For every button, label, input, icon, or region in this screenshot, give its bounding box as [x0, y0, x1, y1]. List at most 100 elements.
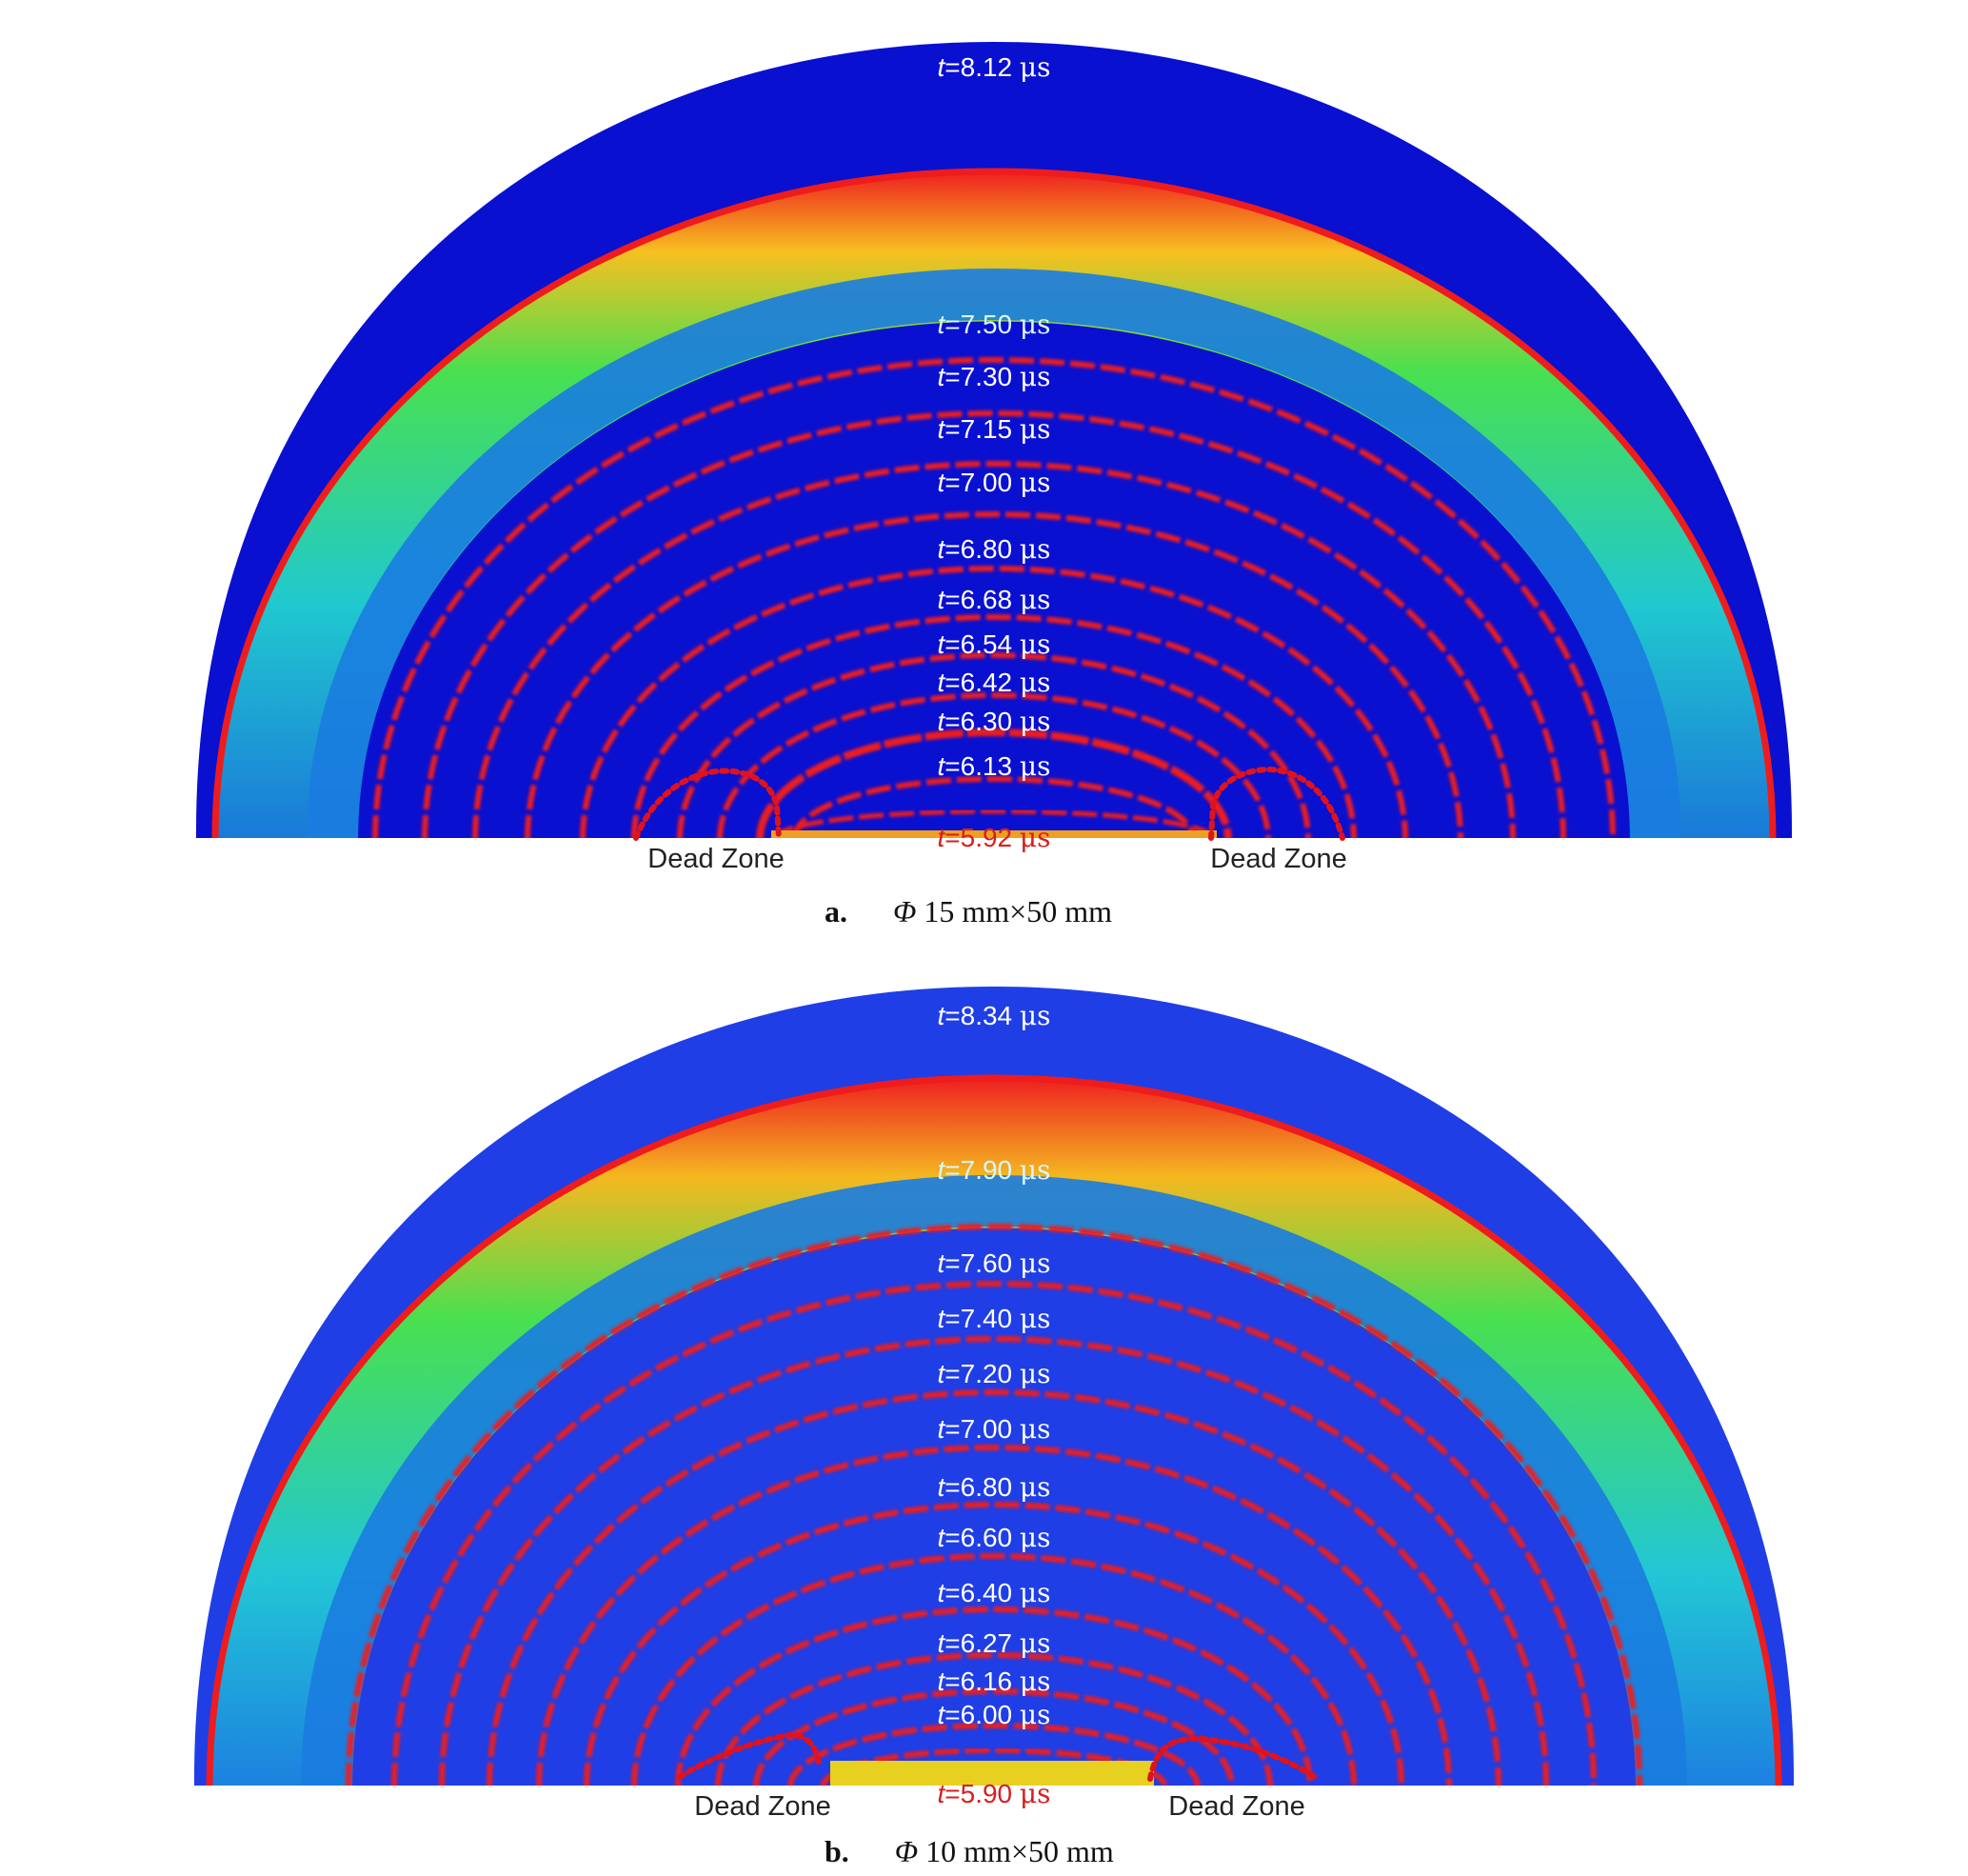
panel-a: t=8.12 μst=7.50 μst=7.30 μst=7.15 μst=7.… [196, 42, 1792, 928]
time-label: t=8.34 μs [938, 1000, 1051, 1031]
band-halo [307, 268, 1681, 838]
time-label-variable: t [938, 309, 946, 339]
time-label: t=6.16 μs [938, 1666, 1051, 1697]
time-label-value: =6.42 [944, 668, 1020, 697]
time-label: t=7.15 μs [938, 413, 1051, 445]
time-label-variable: t [938, 1779, 946, 1808]
time-label: t=6.42 μs [938, 667, 1051, 698]
time-label-value: =7.00 [944, 468, 1020, 497]
time-label: t=7.60 μs [938, 1247, 1051, 1279]
time-label-unit: μs [1020, 1471, 1051, 1503]
time-label-value: =7.40 [944, 1304, 1020, 1333]
time-label-variable: t [938, 1628, 946, 1658]
time-label: t=6.30 μs [938, 706, 1051, 737]
time-label-variable: t [938, 707, 946, 736]
detonation-front [791, 775, 1197, 838]
detonation-front-outer [206, 1074, 1782, 1786]
time-label-variable: t [938, 1578, 946, 1607]
time-label: t=7.40 μs [938, 1303, 1051, 1334]
detonation-front [675, 1606, 1313, 1786]
time-label-unit: μs [1020, 361, 1051, 392]
time-label-unit: μs [1020, 51, 1051, 83]
time-label-value: =6.16 [944, 1666, 1020, 1696]
time-label-unit: μs [1020, 822, 1051, 853]
time-label-unit: μs [1020, 667, 1051, 698]
panel-b-caption-letter: b. [825, 1834, 849, 1868]
time-label-unit: μs [1020, 309, 1051, 340]
time-label-variable: t [938, 468, 946, 497]
time-label-variable: t [938, 1001, 946, 1030]
detonation-front-outer [211, 168, 1777, 838]
time-label-value: =8.34 [944, 1001, 1020, 1030]
time-label-value: =7.00 [944, 1414, 1020, 1444]
time-label-unit: μs [1020, 750, 1051, 782]
detonation-front [677, 651, 1311, 838]
time-label: t=7.00 μs [938, 467, 1051, 498]
time-label-value: =6.40 [944, 1578, 1020, 1607]
detonation-front [372, 356, 1616, 838]
time-label-variable: t [938, 52, 946, 82]
time-label: t=7.50 μs [938, 309, 1051, 340]
time-label-variable: t [938, 1359, 946, 1388]
time-label-variable: t [938, 668, 946, 697]
time-label-unit: μs [1020, 1522, 1051, 1553]
time-label-unit: μs [1020, 1358, 1051, 1389]
detonation-front [715, 1651, 1273, 1786]
detonation-front [346, 1223, 1642, 1786]
time-label-unit: μs [1020, 413, 1051, 445]
dead-zone-label-right: Dead Zone [1168, 1791, 1305, 1822]
time-label-unit: μs [1020, 1000, 1051, 1031]
initial-front-bar [830, 1761, 1154, 1786]
detonation-front [580, 565, 1408, 838]
time-label: t=7.20 μs [938, 1358, 1051, 1389]
time-label-unit: μs [1020, 467, 1051, 498]
time-label-value: =6.30 [944, 707, 1020, 736]
time-label-value: =7.30 [944, 362, 1020, 391]
detonation-front [756, 728, 1232, 838]
time-label-variable: t [938, 1155, 946, 1185]
dead-zone-outline-left [677, 1731, 822, 1780]
detonation-front [631, 1552, 1357, 1786]
time-label: t=5.92 μs [938, 822, 1051, 853]
detonation-front [536, 1444, 1452, 1786]
detonation-front [439, 1335, 1549, 1786]
time-label-value: =6.13 [944, 751, 1020, 781]
dead-zone-label-left: Dead Zone [694, 1791, 831, 1822]
panel-b-dead-zones [677, 1731, 1321, 1782]
time-label-unit: μs [1020, 629, 1051, 660]
time-label-variable: t [938, 823, 946, 852]
time-label-variable: t [938, 1472, 946, 1502]
time-label-unit: μs [1020, 1303, 1051, 1334]
initial-front-bar [771, 830, 1217, 838]
panel-b-caption: b. Φ 10 mm×50 mm [825, 1834, 1114, 1868]
panel-a-caption: a. Φ 15 mm×50 mm [825, 894, 1112, 928]
detonation-front [487, 1388, 1501, 1786]
band-inner-cutout [352, 1227, 1636, 1786]
time-label-value: =6.27 [944, 1628, 1020, 1658]
time-label-value: =7.60 [944, 1248, 1020, 1278]
dead-zone-label-right: Dead Zone [1210, 844, 1347, 874]
panel-b-caption-phi: Φ [895, 1834, 918, 1868]
panel-a-dead-zones [633, 766, 1345, 841]
time-label-variable: t [938, 1414, 946, 1444]
time-label-unit: μs [1020, 1627, 1051, 1659]
time-label-variable: t [938, 751, 946, 781]
time-label-variable: t [938, 1666, 946, 1696]
band-inner-cutout [358, 321, 1630, 838]
time-label-value: =6.68 [944, 585, 1020, 614]
dead-zone-outline-right [1147, 1735, 1321, 1782]
time-label: t=6.80 μs [938, 1471, 1051, 1503]
time-label: t=8.12 μs [938, 51, 1051, 83]
panel-a-caption-phi: Φ [893, 894, 916, 928]
panel-a-time-labels: t=8.12 μst=7.50 μst=7.30 μst=7.15 μst=7.… [938, 51, 1051, 853]
time-label-variable: t [938, 414, 946, 444]
detonation-front [472, 460, 1516, 838]
time-label-variable: t [938, 1523, 946, 1552]
time-label-value: =6.80 [944, 1472, 1020, 1502]
dead-zone-label-left: Dead Zone [647, 844, 785, 874]
detonation-front [717, 691, 1271, 838]
panel-a-caption-letter: a. [825, 894, 847, 928]
time-label-unit: μs [1020, 1154, 1051, 1186]
time-label-variable: t [938, 1248, 946, 1278]
